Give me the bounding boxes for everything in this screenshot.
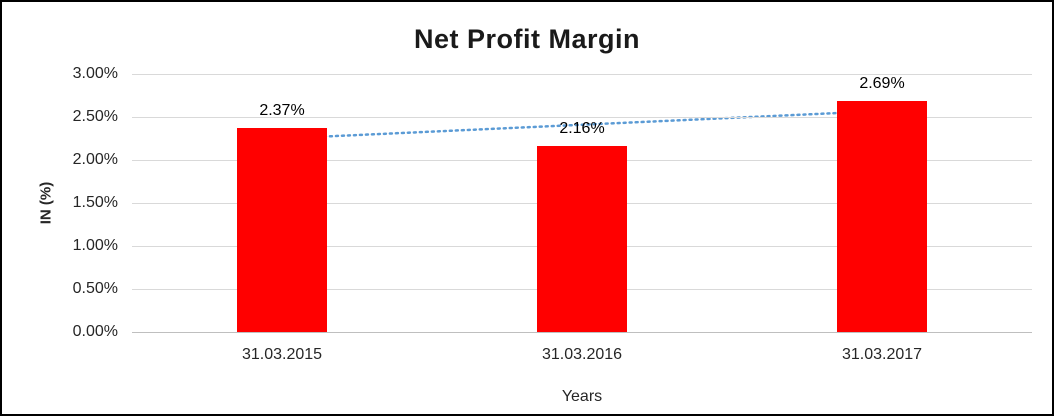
chart-title: Net Profit Margin	[413, 24, 640, 54]
y-tick-label: 0.00%	[72, 323, 118, 340]
y-tick-label: 1.00%	[72, 237, 118, 254]
y-tick-label: 3.00%	[72, 65, 118, 82]
plot-area: 2.37% 2.16% 2.69%	[132, 74, 1032, 333]
bar	[837, 100, 927, 332]
gridline	[132, 117, 1032, 118]
bar-data-label: 2.16%	[559, 120, 605, 138]
bar-data-label: 2.37%	[259, 102, 305, 120]
x-tick-label: 31.03.2017	[841, 346, 923, 363]
y-tick-label: 1.50%	[72, 194, 118, 211]
x-tick-label: 31.03.2015	[241, 346, 323, 363]
y-tick-label: 2.00%	[72, 151, 118, 168]
bar	[537, 146, 627, 332]
y-tick-label: 0.50%	[72, 280, 118, 297]
x-axis-title: Years	[561, 388, 603, 405]
y-tick-label: 2.50%	[72, 108, 118, 125]
x-tick-label: 31.03.2016	[541, 346, 623, 363]
y-axis-labels: 0.00% 0.50% 1.00% 1.50% 2.00% 2.50% 3.00%	[2, 65, 124, 340]
bar-data-label: 2.69%	[859, 74, 905, 92]
x-axis-labels: 31.03.2015 31.03.2016 31.03.2017	[132, 346, 1032, 368]
bar	[237, 128, 327, 332]
gridline	[132, 74, 1032, 75]
